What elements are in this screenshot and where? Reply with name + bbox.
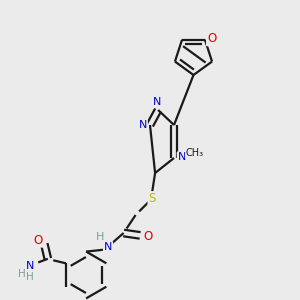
Text: H: H	[96, 232, 104, 242]
Text: N: N	[153, 97, 161, 107]
Text: N: N	[178, 152, 186, 162]
Text: N: N	[26, 261, 34, 271]
Text: O: O	[34, 234, 43, 247]
Text: O: O	[207, 32, 216, 45]
Text: H: H	[18, 269, 25, 279]
Text: N: N	[139, 120, 147, 130]
Text: CH₃: CH₃	[186, 148, 204, 158]
Text: O: O	[143, 230, 152, 243]
Text: H: H	[26, 272, 34, 282]
Text: N: N	[104, 242, 112, 252]
Text: S: S	[148, 192, 156, 205]
